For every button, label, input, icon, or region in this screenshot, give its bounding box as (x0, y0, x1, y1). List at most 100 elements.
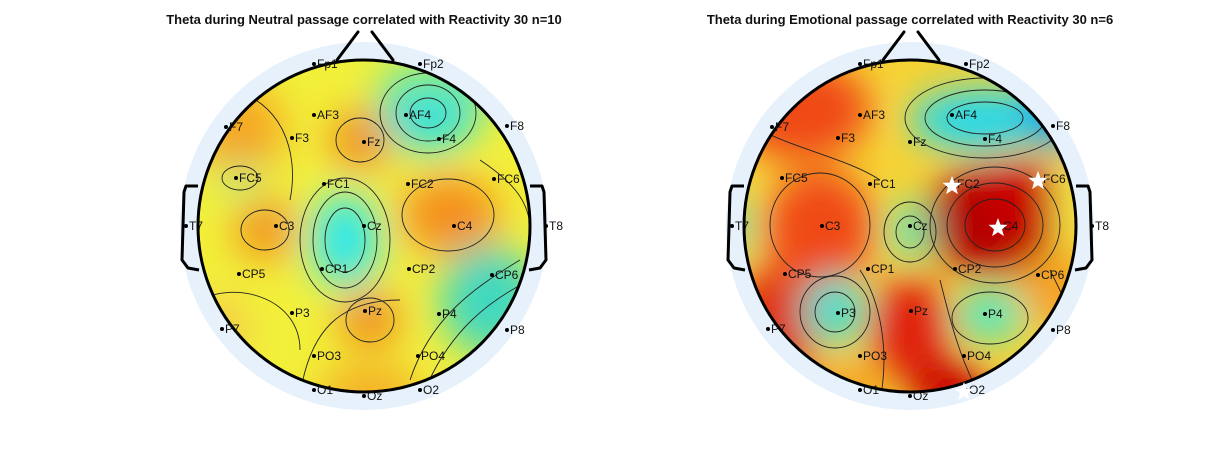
electrode-dot-fc5 (780, 176, 784, 180)
electrode-label-f7: F7 (229, 120, 243, 134)
electrode-dot-fp1 (858, 62, 862, 66)
electrode-label-af4: AF4 (409, 108, 431, 122)
electrode-dot-p3 (836, 311, 840, 315)
electrode-label-fc1: FC1 (327, 177, 350, 191)
electrode-label-cp2: CP2 (958, 262, 982, 276)
electrode-label-fp1: Fp1 (317, 57, 338, 71)
electrode-dot-p3 (290, 311, 294, 315)
electrode-label-p8: P8 (1056, 323, 1071, 337)
electrode-label-fp2: Fp2 (423, 57, 444, 71)
electrode-dot-pz (909, 309, 913, 313)
electrode-dot-cp1 (866, 267, 870, 271)
electrode-label-p3: P3 (295, 306, 310, 320)
electrode-label-t7: T7 (189, 219, 203, 233)
electrode-label-f4: F4 (442, 132, 456, 146)
electrode-label-f3: F3 (841, 131, 855, 145)
electrode-label-fz: Fz (913, 135, 926, 149)
electrode-label-f3: F3 (295, 131, 309, 145)
electrode-label-o1: O1 (317, 383, 333, 397)
electrode-dot-f7 (770, 125, 774, 129)
significance-star-c4 (988, 218, 1008, 237)
electrode-dot-cp2 (953, 267, 957, 271)
electrode-label-po3: PO3 (863, 349, 887, 363)
electrode-label-fc6: FC6 (1043, 172, 1066, 186)
electrode-label-po4: PO4 (421, 349, 445, 363)
electrode-dot-fz (362, 140, 366, 144)
electrode-dot-t8 (1090, 224, 1094, 228)
significance-star-fc6 (1028, 171, 1048, 190)
electrode-label-p3: P3 (841, 306, 856, 320)
electrode-dot-c4 (452, 224, 456, 228)
electrode-label-t8: T8 (1095, 219, 1109, 233)
electrode-dot-f4 (437, 137, 441, 141)
electrode-dot-t8 (544, 224, 548, 228)
electrode-label-p4: P4 (988, 307, 1003, 321)
electrode-label-f8: F8 (510, 119, 524, 133)
electrode-label-oz: Oz (913, 389, 928, 403)
electrode-label-c4: C4 (457, 219, 473, 233)
electrode-label-fz: Fz (367, 135, 380, 149)
electrode-label-cp1: CP1 (871, 262, 895, 276)
electrode-dot-t7 (730, 224, 734, 228)
electrode-dot-po4 (962, 354, 966, 358)
electrode-label-po3: PO3 (317, 349, 341, 363)
electrode-dot-t7 (184, 224, 188, 228)
electrode-dot-fc5 (234, 176, 238, 180)
electrode-label-p4: P4 (442, 307, 457, 321)
electrode-dot-p7 (766, 327, 770, 331)
electrode-dot-o2 (418, 388, 422, 392)
electrode-label-pz: Pz (368, 304, 382, 318)
electrode-dot-cp6 (1036, 273, 1040, 277)
electrode-dot-cz (362, 224, 366, 228)
significance-star-fc2 (942, 176, 962, 195)
electrode-label-cp5: CP5 (242, 267, 266, 281)
electrode-dot-cz (908, 224, 912, 228)
heatmap-left (198, 60, 530, 392)
electrode-dot-af3 (858, 113, 862, 117)
electrode-label-cp1: CP1 (325, 262, 349, 276)
electrode-label-af3: AF3 (317, 108, 339, 122)
electrode-dot-po3 (858, 354, 862, 358)
head-outline-right (726, 30, 1094, 394)
electrode-label-cz: Cz (367, 219, 382, 233)
electrode-dot-cp5 (783, 272, 787, 276)
electrode-label-fc5: FC5 (239, 171, 262, 185)
electrode-label-fp1: Fp1 (863, 57, 884, 71)
electrodes-left: Fp1 Fp2 AF3 AF4 F7 F3 Fz F4 F8 FC5 FC1 FC2 FC6 T7 C3 Cz… (184, 57, 563, 403)
electrode-dot-cp1 (320, 267, 324, 271)
electrode-dot-p4 (437, 312, 441, 316)
electrode-label-f8: F8 (1056, 119, 1070, 133)
electrode-dot-af4 (950, 113, 954, 117)
electrode-dot-f3 (290, 136, 294, 140)
electrode-dot-cp6 (490, 273, 494, 277)
electrode-dot-fc1 (322, 182, 326, 186)
electrode-label-fc2: FC2 (411, 177, 434, 191)
electrode-label-pz: Pz (914, 304, 928, 318)
electrode-dot-o1 (858, 388, 862, 392)
electrode-label-cp5: CP5 (788, 267, 812, 281)
panel-left: Fp1 Fp2 AF3 AF4 F7 F3 Fz F4 F8 FC5 FC1 FC2 FC6 T7 C3 Cz… (180, 30, 563, 410)
electrode-dot-f8 (505, 124, 509, 128)
panel-left-title: Theta during Neutral passage correlated … (166, 12, 562, 27)
electrode-label-c4: C4 (1003, 219, 1019, 233)
electrode-label-cp6: CP6 (1041, 268, 1065, 282)
electrode-dot-oz (362, 394, 366, 398)
electrode-dot-fz (908, 140, 912, 144)
electrode-dot-c3 (820, 224, 824, 228)
electrode-dot-po3 (312, 354, 316, 358)
electrode-label-fc6: FC6 (497, 172, 520, 186)
electrode-dot-af3 (312, 113, 316, 117)
electrode-label-p7: P7 (771, 322, 786, 336)
electrode-label-oz: Oz (367, 389, 382, 403)
electrode-label-t8: T8 (549, 219, 563, 233)
electrode-label-fc1: FC1 (873, 177, 896, 191)
electrode-label-cp6: CP6 (495, 268, 519, 282)
significance-star-o2 (954, 382, 974, 401)
electrode-dot-fc2 (406, 182, 410, 186)
electrode-dot-o1 (312, 388, 316, 392)
electrode-dot-pz (363, 309, 367, 313)
electrode-label-o2: O2 (969, 383, 985, 397)
electrode-label-af3: AF3 (863, 108, 885, 122)
electrode-dot-fp1 (312, 62, 316, 66)
